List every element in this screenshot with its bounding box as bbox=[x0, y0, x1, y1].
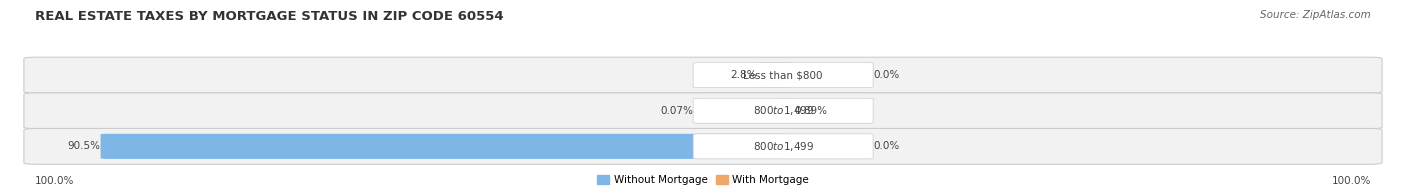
Text: 100.0%: 100.0% bbox=[1331, 176, 1371, 186]
Text: REAL ESTATE TAXES BY MORTGAGE STATUS IN ZIP CODE 60554: REAL ESTATE TAXES BY MORTGAGE STATUS IN … bbox=[35, 10, 503, 23]
Legend: Without Mortgage, With Mortgage: Without Mortgage, With Mortgage bbox=[593, 171, 813, 190]
FancyBboxPatch shape bbox=[24, 57, 1382, 93]
FancyBboxPatch shape bbox=[778, 98, 794, 123]
FancyBboxPatch shape bbox=[756, 63, 789, 88]
Text: 100.0%: 100.0% bbox=[35, 176, 75, 186]
Text: 0.07%: 0.07% bbox=[661, 106, 693, 116]
FancyBboxPatch shape bbox=[693, 63, 873, 88]
Text: 0.0%: 0.0% bbox=[873, 70, 900, 80]
FancyBboxPatch shape bbox=[101, 134, 789, 159]
Text: $800 to $1,499: $800 to $1,499 bbox=[752, 104, 814, 117]
FancyBboxPatch shape bbox=[24, 93, 1382, 129]
Text: 90.5%: 90.5% bbox=[67, 141, 101, 151]
Text: 0.89%: 0.89% bbox=[794, 106, 827, 116]
Text: 2.8%: 2.8% bbox=[730, 70, 756, 80]
FancyBboxPatch shape bbox=[693, 98, 873, 123]
Text: 0.0%: 0.0% bbox=[873, 141, 900, 151]
Text: $800 to $1,499: $800 to $1,499 bbox=[752, 140, 814, 153]
FancyBboxPatch shape bbox=[24, 128, 1382, 164]
Text: Source: ZipAtlas.com: Source: ZipAtlas.com bbox=[1260, 10, 1371, 20]
Text: Less than $800: Less than $800 bbox=[744, 70, 823, 80]
FancyBboxPatch shape bbox=[693, 134, 873, 159]
